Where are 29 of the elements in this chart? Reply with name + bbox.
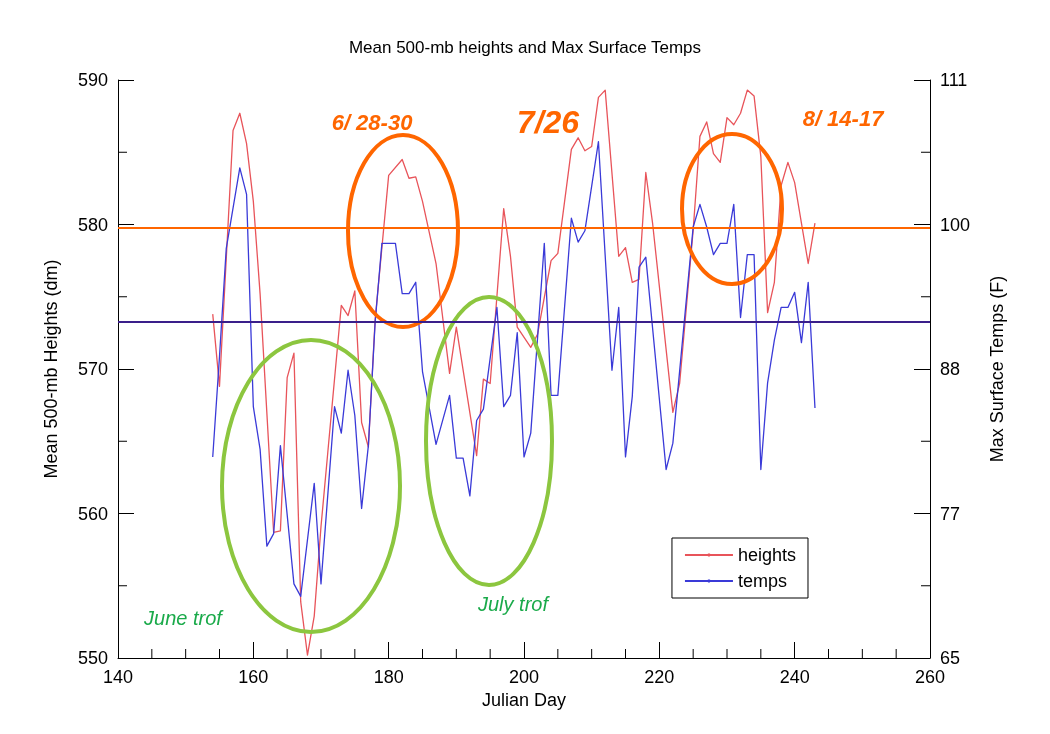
- line-series: [212, 140, 816, 598]
- x-tick-label: 240: [779, 667, 810, 687]
- chart-title: Mean 500-mb heights and Max Surface Temps: [348, 38, 702, 57]
- y2-tick-label: 88: [940, 359, 961, 379]
- annotation: June trof: [143, 607, 225, 629]
- y2-tick-label: 111: [940, 70, 968, 90]
- legend-label: heights: [737, 545, 796, 565]
- x-tick-label: 140: [102, 667, 134, 687]
- annotation: 6/ 28-30: [331, 109, 414, 135]
- annotation: 8/ 14-17: [802, 105, 886, 131]
- annotation: July trof: [476, 593, 551, 615]
- x-tick-label: 160: [238, 667, 269, 687]
- y-tick-label: 590: [77, 70, 108, 90]
- annotation: 7/26: [516, 104, 580, 140]
- y2-tick-label: 77: [940, 503, 961, 524]
- y2-tick-label: 65: [940, 648, 961, 668]
- y-tick-label: 580: [77, 214, 108, 235]
- x-tick-label: 200: [508, 667, 540, 687]
- x-tick-label: 220: [644, 667, 675, 687]
- y2-tick-label: 100: [940, 214, 971, 235]
- y-tick-label: 560: [77, 503, 108, 524]
- y2-axis-title: Max Surface Temps (F): [987, 275, 1007, 463]
- legend-label: temps: [737, 571, 787, 591]
- y-tick-label: 570: [77, 359, 108, 379]
- y-tick-label: 550: [77, 648, 108, 668]
- y-axis-title: Mean 500-mb Heights (dm): [41, 259, 61, 479]
- x-axis-title: Julian Day: [481, 689, 567, 710]
- x-tick-label: 180: [373, 667, 404, 687]
- x-tick-label: 260: [914, 667, 946, 687]
